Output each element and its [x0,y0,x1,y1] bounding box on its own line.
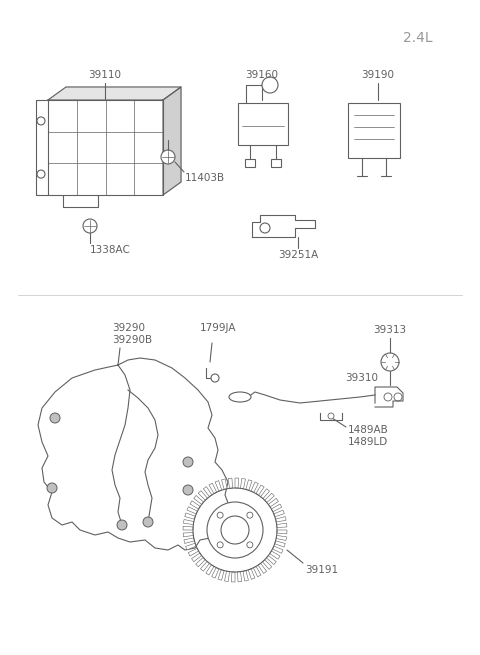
Polygon shape [256,485,264,495]
Polygon shape [243,571,249,581]
Text: 1489LD: 1489LD [348,437,388,447]
Polygon shape [268,498,278,507]
FancyBboxPatch shape [48,100,163,195]
Polygon shape [271,504,282,512]
Circle shape [37,170,45,178]
Polygon shape [235,478,239,488]
Text: 1799JA: 1799JA [200,323,237,333]
Circle shape [37,117,45,125]
Polygon shape [212,567,219,578]
Polygon shape [246,479,252,491]
Text: 1489AB: 1489AB [348,425,389,435]
Polygon shape [163,87,181,195]
Polygon shape [270,551,280,559]
Text: 39313: 39313 [373,325,407,335]
Text: 39251A: 39251A [278,250,318,260]
Circle shape [217,512,223,518]
Polygon shape [273,546,283,553]
Polygon shape [215,481,222,491]
Polygon shape [183,519,194,525]
Circle shape [217,542,223,548]
Polygon shape [228,478,232,489]
Circle shape [394,393,402,401]
Polygon shape [201,561,209,571]
Text: 39190: 39190 [361,70,395,80]
Circle shape [247,512,253,518]
Circle shape [143,517,153,527]
Polygon shape [263,560,272,569]
Circle shape [328,413,334,419]
Polygon shape [275,541,285,547]
Polygon shape [266,555,276,565]
Text: 39191: 39191 [305,565,338,575]
Polygon shape [248,569,255,580]
Polygon shape [184,538,194,544]
Circle shape [50,413,60,423]
Polygon shape [251,482,258,493]
Polygon shape [218,570,224,580]
Polygon shape [185,513,195,519]
FancyBboxPatch shape [271,159,281,167]
Text: 39290B: 39290B [112,335,152,345]
Circle shape [207,502,263,558]
Circle shape [260,223,270,233]
Polygon shape [274,510,284,517]
Polygon shape [192,553,202,561]
Polygon shape [190,501,200,509]
Circle shape [247,542,253,548]
Circle shape [381,353,399,371]
Circle shape [117,520,127,530]
Polygon shape [196,557,205,567]
Polygon shape [276,517,286,522]
Text: 39160: 39160 [245,70,278,80]
Polygon shape [188,548,199,556]
Polygon shape [209,483,216,494]
Circle shape [221,516,249,544]
Polygon shape [222,479,227,489]
FancyBboxPatch shape [238,103,288,145]
Polygon shape [276,536,287,540]
Polygon shape [258,563,267,573]
Polygon shape [183,533,193,537]
Polygon shape [194,495,204,504]
Text: 39290: 39290 [112,323,145,333]
Polygon shape [48,87,181,100]
Polygon shape [277,530,287,534]
Polygon shape [261,489,270,498]
Polygon shape [204,487,212,496]
FancyBboxPatch shape [348,103,400,158]
Circle shape [262,77,278,93]
Polygon shape [253,567,261,577]
Text: 39110: 39110 [88,70,121,80]
Polygon shape [276,523,287,527]
Circle shape [183,485,193,495]
Circle shape [47,483,57,493]
Polygon shape [264,493,274,502]
Circle shape [211,374,219,382]
Circle shape [183,457,193,467]
Circle shape [83,219,97,233]
Polygon shape [240,478,245,489]
Polygon shape [238,572,242,582]
Polygon shape [187,507,197,514]
Polygon shape [198,491,207,500]
Text: 1338AC: 1338AC [90,245,131,255]
Polygon shape [183,526,193,530]
Circle shape [384,393,392,401]
Circle shape [161,150,175,164]
FancyBboxPatch shape [245,159,255,167]
Ellipse shape [229,392,251,402]
Text: 11403B: 11403B [185,173,225,183]
Polygon shape [186,543,196,550]
Polygon shape [231,572,235,582]
Text: 39310: 39310 [345,373,378,383]
Text: 2.4L: 2.4L [403,31,433,45]
Polygon shape [206,565,214,575]
Polygon shape [225,571,229,582]
